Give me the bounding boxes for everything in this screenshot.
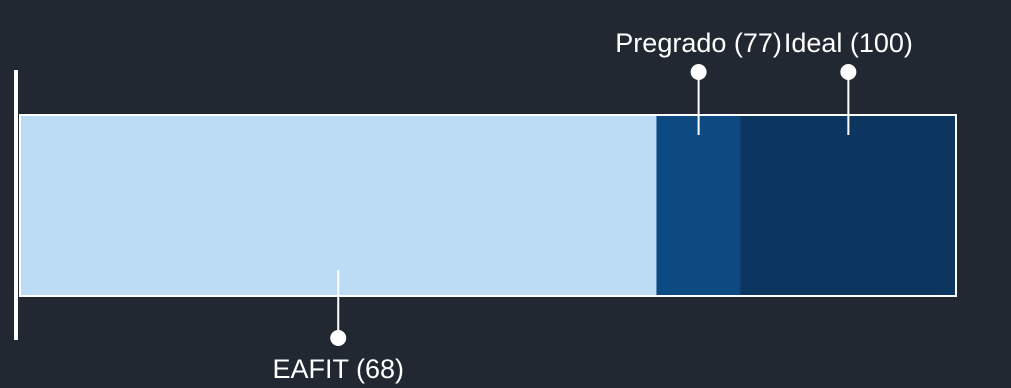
callout-label-2: Pregrado (77) — [615, 28, 782, 58]
callouts-group: EAFIT (68) Pregrado (77) Ideal (100) — [272, 28, 912, 384]
bars-group — [19, 114, 957, 297]
bar-segment-2 — [656, 115, 741, 296]
callout-dot-3 — [840, 64, 857, 80]
bar-segment-1 — [20, 115, 657, 296]
callout-dot-1 — [330, 330, 347, 346]
callout-label-1: EAFIT (68) — [272, 354, 404, 384]
bar-segment-3 — [740, 115, 956, 296]
callout-dot-2 — [690, 64, 707, 80]
callout-label-3: Ideal (100) — [784, 28, 913, 58]
bar-frame — [19, 114, 957, 297]
